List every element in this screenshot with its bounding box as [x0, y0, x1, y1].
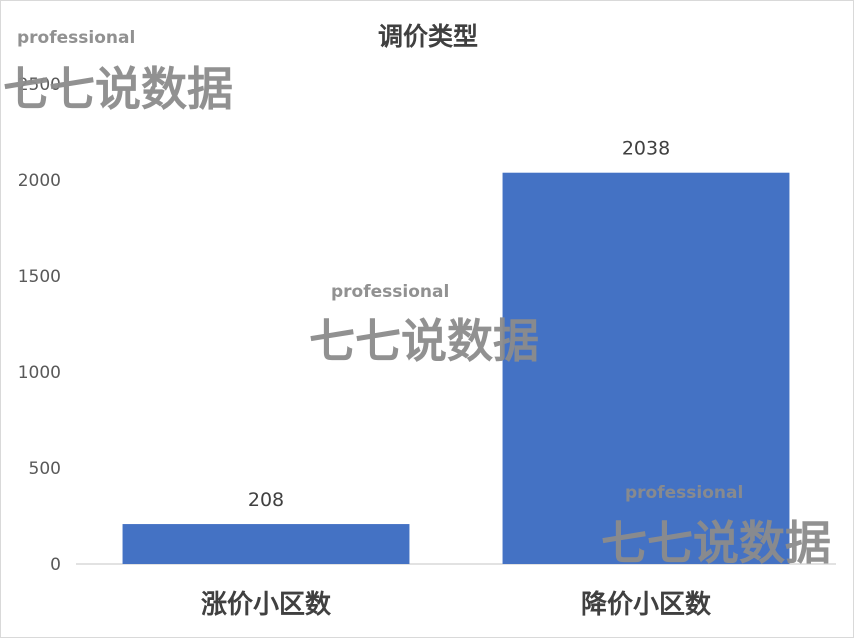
y-tick-label: 2500	[18, 75, 61, 95]
y-tick-label: 500	[29, 459, 61, 479]
watermark-bottom-right: professional 七七说数据	[601, 483, 831, 570]
watermark-big-text: 七七说数据	[601, 516, 831, 570]
y-tick-label: 1000	[18, 363, 61, 383]
data-label: 2038	[622, 138, 670, 160]
watermark-small-text: professional	[17, 28, 135, 48]
y-axis: 0 500 1000 1500 2000 2500	[18, 75, 61, 575]
data-labels-group: 208 2038	[248, 138, 670, 511]
watermark-top-left: professional 七七说数据	[3, 28, 233, 116]
x-tick-label: 降价小区数	[581, 590, 712, 620]
chart-title: 调价类型	[378, 22, 478, 51]
bar	[502, 172, 790, 565]
watermark-small-text: professional	[331, 282, 449, 302]
x-tick-label: 涨价小区数	[201, 590, 332, 620]
data-label: 208	[248, 489, 284, 511]
watermark-center: professional 七七说数据	[309, 282, 539, 368]
watermark-big-text: 七七说数据	[3, 62, 233, 116]
bar	[122, 524, 410, 564]
bars-group	[122, 172, 790, 565]
watermark-small-text: professional	[625, 483, 743, 503]
y-tick-label: 0	[50, 555, 61, 575]
watermark-big-text: 七七说数据	[309, 314, 539, 368]
x-axis: 涨价小区数 降价小区数	[201, 590, 712, 620]
y-tick-label: 1500	[18, 267, 61, 287]
y-tick-label: 2000	[18, 171, 61, 191]
